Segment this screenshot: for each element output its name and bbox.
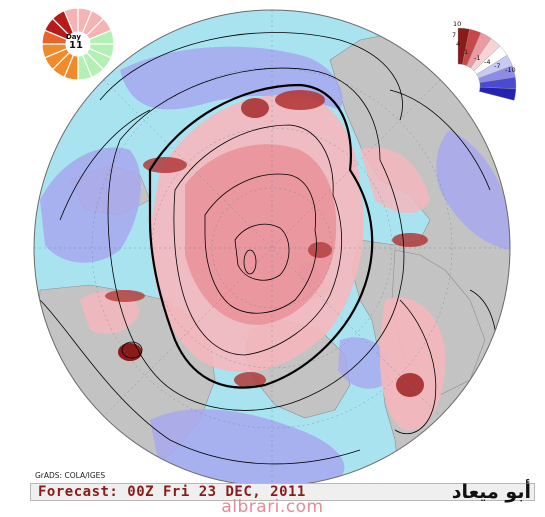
contour-line xyxy=(59,109,151,221)
footer-bar xyxy=(30,483,535,501)
legend-label: -4 xyxy=(484,58,491,66)
anomaly-core-northwest xyxy=(241,98,269,118)
contour-line xyxy=(204,173,317,314)
contour-line xyxy=(99,32,403,121)
legend-label: -7 xyxy=(494,62,501,70)
day-wheel-center xyxy=(68,34,88,54)
legend-label: 1 xyxy=(464,48,469,56)
height-contours xyxy=(39,32,497,465)
grads-credit: GrADS: COLA/IGES xyxy=(35,471,106,480)
legend-label: 10 xyxy=(453,20,462,28)
contour-line xyxy=(39,299,361,465)
legend-label: 4 xyxy=(456,40,461,48)
contour-line xyxy=(173,124,343,356)
author-signature: أبو ميعاد xyxy=(451,481,531,503)
anomaly-negative-right xyxy=(338,337,391,389)
contour-line-bold xyxy=(148,83,374,389)
anomaly-core-west-arm xyxy=(143,157,187,173)
legend-label: -10 xyxy=(505,66,516,74)
legend-swatch xyxy=(479,86,517,101)
color-legend xyxy=(457,27,517,101)
contour-line xyxy=(389,89,491,191)
anomaly-core-north xyxy=(275,90,325,110)
anomaly-positive-inner xyxy=(185,144,337,325)
legend-label: -1 xyxy=(474,54,481,62)
meridian-line xyxy=(103,79,441,417)
contour-line xyxy=(234,223,290,281)
anomaly-core-east xyxy=(396,373,424,397)
anomaly-core-center xyxy=(308,242,332,258)
anomaly-core-northeast xyxy=(392,233,428,247)
contour-line xyxy=(394,299,437,435)
day-wheel-label: Day xyxy=(66,33,81,41)
anomaly-shading xyxy=(40,46,510,486)
day-wheel-segment xyxy=(63,7,79,34)
forecast-timestamp: Forecast: 00Z Fri 23 DEC, 2011 xyxy=(38,484,306,500)
anomaly-core-left-band xyxy=(105,290,145,302)
anomaly-negative-south xyxy=(150,409,345,486)
forecast-day-wheel xyxy=(41,7,115,81)
anomaly-core-south xyxy=(234,372,266,388)
legend-label: 7 xyxy=(452,31,457,39)
contour-line xyxy=(107,67,405,411)
latitude-circle xyxy=(91,67,453,429)
anomaly-positive-east xyxy=(379,297,446,431)
latitude-circle xyxy=(211,187,333,309)
meridian-line xyxy=(103,79,441,417)
anomaly-core-atlantic xyxy=(118,343,142,361)
anomaly-negative-west xyxy=(40,147,141,263)
anomaly-positive-far-east xyxy=(360,147,430,214)
watermark: albrari.com xyxy=(221,497,324,517)
day-wheel-number: 11 xyxy=(69,40,83,51)
contour-line xyxy=(121,341,143,359)
anomaly-negative-east xyxy=(436,130,510,250)
contour-line xyxy=(243,249,257,275)
